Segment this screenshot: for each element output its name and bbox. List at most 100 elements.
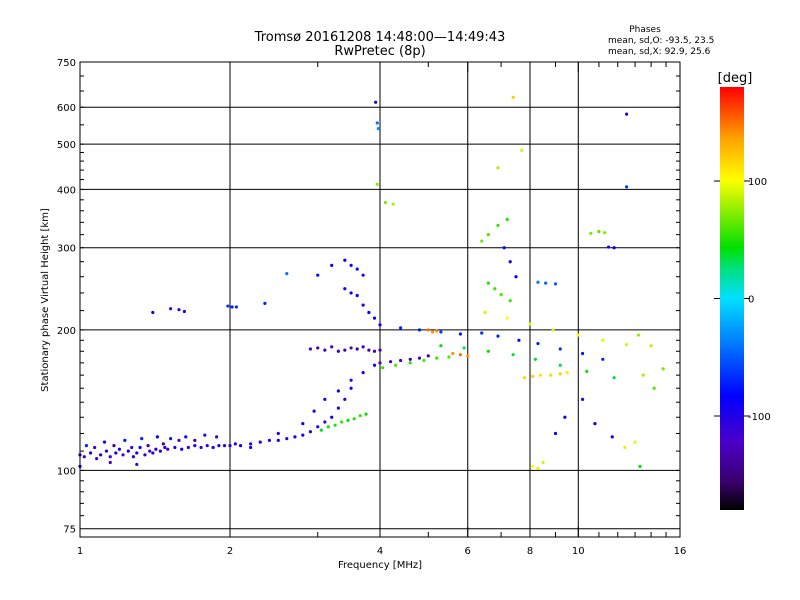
data-point: [135, 462, 139, 467]
data-point: [417, 328, 422, 332]
data-point: [364, 412, 368, 416]
data-point: [146, 444, 150, 448]
data-point: [541, 460, 545, 465]
data-point: [372, 316, 377, 320]
data-point: [238, 444, 243, 448]
data-point: [408, 361, 412, 365]
data-point: [230, 305, 234, 309]
data-point: [343, 348, 347, 352]
data-point: [624, 343, 629, 347]
data-point: [158, 449, 163, 453]
data-point: [422, 358, 426, 363]
data-point: [466, 354, 470, 358]
data-point: [381, 366, 385, 370]
data-point: [151, 310, 155, 315]
data-point: [226, 304, 230, 308]
data-point: [367, 348, 371, 352]
data-point: [143, 453, 147, 457]
colorbar-label: [deg]: [718, 71, 753, 86]
data-point: [349, 378, 353, 382]
colorbar-ticks: 100 0 -100: [714, 177, 771, 423]
data-point: [151, 451, 155, 455]
data-point: [536, 341, 540, 346]
phases-legend-o: mean, sd,O: -93.5, 23.5: [608, 36, 714, 46]
data-point: [323, 397, 327, 401]
x-tick-label: 6: [465, 546, 471, 557]
data-point: [203, 433, 207, 437]
data-point: [228, 444, 232, 448]
y-tick-label: 600: [57, 103, 76, 114]
data-point: [138, 445, 142, 450]
data-point: [597, 229, 601, 234]
phases-legend-x: mean, sd,X: 92.9, 25.6: [608, 47, 711, 57]
data-point: [439, 344, 443, 348]
data-point: [480, 331, 484, 335]
y-tick-label: 200: [57, 326, 76, 337]
colorbar-tick-label: 0: [748, 295, 754, 306]
data-point: [312, 409, 316, 413]
data-point: [661, 367, 665, 371]
data-point: [104, 449, 109, 453]
data-point: [349, 346, 353, 350]
data-point: [486, 233, 490, 237]
data-point: [333, 423, 337, 427]
y-tick-label: 400: [57, 185, 76, 196]
data-point: [285, 272, 289, 276]
data-point: [161, 442, 165, 446]
data-point: [95, 457, 99, 461]
data-point: [140, 436, 144, 441]
data-point: [121, 453, 125, 457]
data-point: [276, 438, 280, 442]
data-point: [558, 363, 562, 367]
data-point: [182, 309, 186, 314]
data-point: [258, 440, 262, 444]
data-point: [367, 310, 371, 315]
data-point: [343, 287, 347, 291]
data-point: [549, 373, 553, 377]
data-point: [222, 444, 227, 448]
data-point: [330, 345, 334, 349]
data-point: [483, 310, 487, 315]
data-point: [394, 363, 398, 367]
data-point: [376, 126, 380, 131]
data-point: [553, 431, 558, 436]
data-point: [340, 420, 344, 424]
data-point: [112, 444, 116, 448]
data-point: [155, 435, 160, 439]
data-point: [361, 303, 365, 307]
data-point: [180, 447, 184, 451]
data-point: [383, 200, 387, 205]
data-point: [536, 280, 540, 284]
data-point: [355, 267, 359, 271]
data-point: [576, 333, 580, 337]
colorbar-tick-label: -100: [748, 412, 771, 423]
data-point: [114, 451, 118, 455]
data-point: [249, 442, 253, 446]
data-point: [624, 112, 629, 116]
data-point: [391, 202, 395, 206]
data-point: [336, 406, 340, 410]
data-point: [293, 435, 297, 439]
data-point: [355, 347, 359, 351]
data-point: [426, 328, 430, 332]
x-axis-ticks: 1 2 4 6 8 10 16: [77, 62, 686, 557]
y-tick-label: 500: [57, 140, 76, 151]
data-point: [520, 148, 524, 152]
data-point: [361, 273, 365, 277]
data-point: [135, 451, 139, 455]
data-point: [601, 338, 605, 342]
data-point: [326, 425, 330, 429]
data-point: [372, 349, 377, 353]
data-point: [186, 445, 190, 450]
data-point: [285, 436, 289, 441]
data-point: [233, 442, 237, 446]
data-point: [249, 445, 253, 450]
data-point: [486, 349, 490, 353]
data-point: [372, 363, 377, 367]
scatter-points: [78, 95, 665, 470]
data-point: [375, 182, 379, 187]
data-point: [211, 445, 215, 450]
x-tick-label: 1: [77, 546, 83, 557]
data-point: [358, 414, 362, 418]
